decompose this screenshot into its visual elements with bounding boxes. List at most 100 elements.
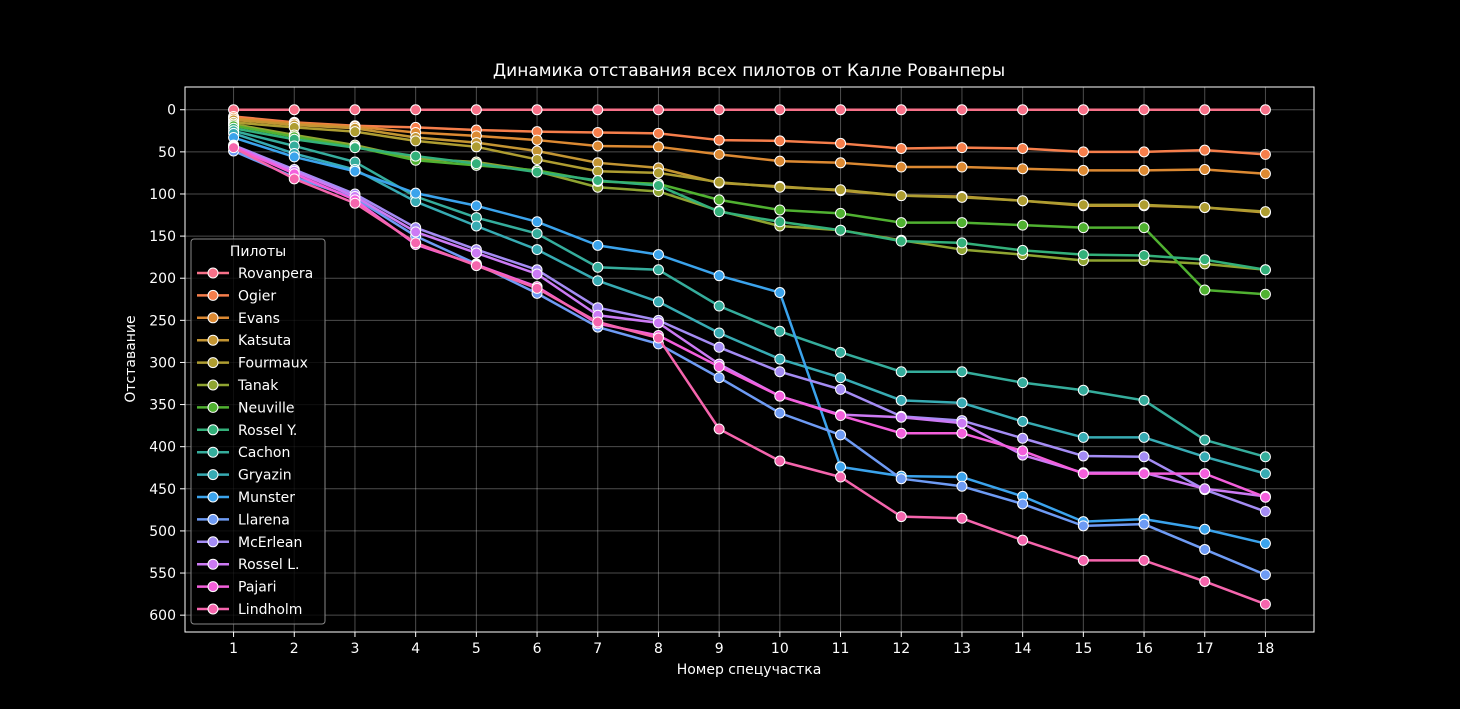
x-tick-label: 14: [1014, 641, 1032, 657]
data-point: [531, 134, 543, 146]
data-point: [470, 247, 482, 259]
legend-swatch-marker: [207, 401, 219, 413]
data-point: [956, 142, 968, 154]
data-point: [895, 411, 907, 423]
y-tick-label: 450: [149, 482, 176, 498]
data-point: [1077, 520, 1089, 532]
legend-swatch-marker: [207, 446, 219, 458]
data-point: [652, 127, 664, 139]
data-point: [470, 158, 482, 170]
data-point: [410, 104, 422, 116]
data-point: [956, 161, 968, 173]
data-point: [956, 417, 968, 429]
legend-entry: Munster: [197, 490, 295, 506]
data-point: [956, 471, 968, 483]
data-point: [1077, 104, 1089, 116]
data-point: [652, 317, 664, 329]
legend-entry: Tanak: [197, 378, 279, 394]
data-point: [470, 141, 482, 153]
series-rossel-y-: [228, 122, 1271, 276]
series-line: [233, 127, 1266, 272]
legend-entry: Gryazin: [197, 468, 292, 484]
legend-swatch-marker: [207, 379, 219, 391]
data-point: [288, 173, 300, 185]
legend-label: Rossel L.: [238, 557, 299, 573]
data-point: [1259, 288, 1271, 300]
data-point: [592, 239, 604, 251]
series-line: [233, 124, 1266, 296]
data-point: [1017, 415, 1029, 427]
data-point: [956, 366, 968, 378]
data-point: [713, 176, 725, 188]
data-point: [774, 353, 786, 365]
legend-entry: Lindholm: [197, 602, 302, 618]
data-point: [895, 427, 907, 439]
data-point: [835, 461, 847, 473]
data-point: [835, 207, 847, 219]
data-point: [774, 455, 786, 467]
data-point: [1077, 199, 1089, 211]
data-point: [1199, 284, 1211, 296]
data-point: [1259, 538, 1271, 550]
data-point: [835, 104, 847, 116]
data-point: [713, 372, 725, 384]
data-point: [1138, 468, 1150, 480]
legend-label: Evans: [238, 311, 280, 327]
data-point: [713, 148, 725, 160]
legend-entry: Cachon: [197, 445, 290, 461]
x-tick-label: 10: [771, 641, 789, 657]
data-point: [895, 511, 907, 523]
data-point: [713, 361, 725, 373]
data-point: [956, 191, 968, 203]
y-tick-label: 50: [158, 145, 176, 161]
data-point: [1017, 219, 1029, 231]
data-point: [835, 383, 847, 395]
data-point: [1199, 434, 1211, 446]
data-point: [774, 204, 786, 216]
data-point: [713, 270, 725, 282]
data-point: [592, 165, 604, 177]
legend-entry: Fourmaux: [197, 356, 308, 372]
legend-entry: Evans: [197, 311, 280, 327]
data-point: [835, 429, 847, 441]
data-point: [1077, 249, 1089, 261]
series-line: [233, 143, 1266, 513]
legend-swatch-marker: [207, 603, 219, 615]
legend-label: Pajari: [238, 580, 277, 596]
legend-swatch-marker: [207, 312, 219, 324]
data-point: [713, 341, 725, 353]
data-point: [956, 427, 968, 439]
data-point: [1199, 543, 1211, 555]
data-point: [774, 155, 786, 167]
y-tick-label: 550: [149, 566, 176, 582]
series-munster: [228, 132, 1271, 550]
data-point: [470, 260, 482, 272]
data-point: [288, 151, 300, 163]
x-tick-label: 13: [953, 641, 971, 657]
data-point: [531, 268, 543, 280]
data-point: [1138, 199, 1150, 211]
data-point: [1017, 195, 1029, 207]
x-tick-label: 9: [715, 641, 724, 657]
data-point: [774, 181, 786, 193]
legend-label: Katsuta: [238, 333, 291, 349]
legend-swatch-marker: [207, 469, 219, 481]
data-point: [228, 142, 240, 154]
data-point: [1199, 523, 1211, 535]
data-point: [956, 217, 968, 229]
data-point: [531, 282, 543, 294]
x-tick-label: 18: [1257, 641, 1275, 657]
legend-swatch-marker: [207, 558, 219, 570]
data-point: [774, 104, 786, 116]
data-point: [652, 167, 664, 179]
data-point: [652, 104, 664, 116]
legend-box: [190, 238, 326, 625]
data-point: [1259, 506, 1271, 518]
data-point: [592, 140, 604, 152]
data-point: [1017, 498, 1029, 510]
data-point: [1017, 377, 1029, 389]
data-point: [1017, 534, 1029, 546]
data-point: [895, 142, 907, 154]
x-tick-label: 11: [832, 641, 850, 657]
